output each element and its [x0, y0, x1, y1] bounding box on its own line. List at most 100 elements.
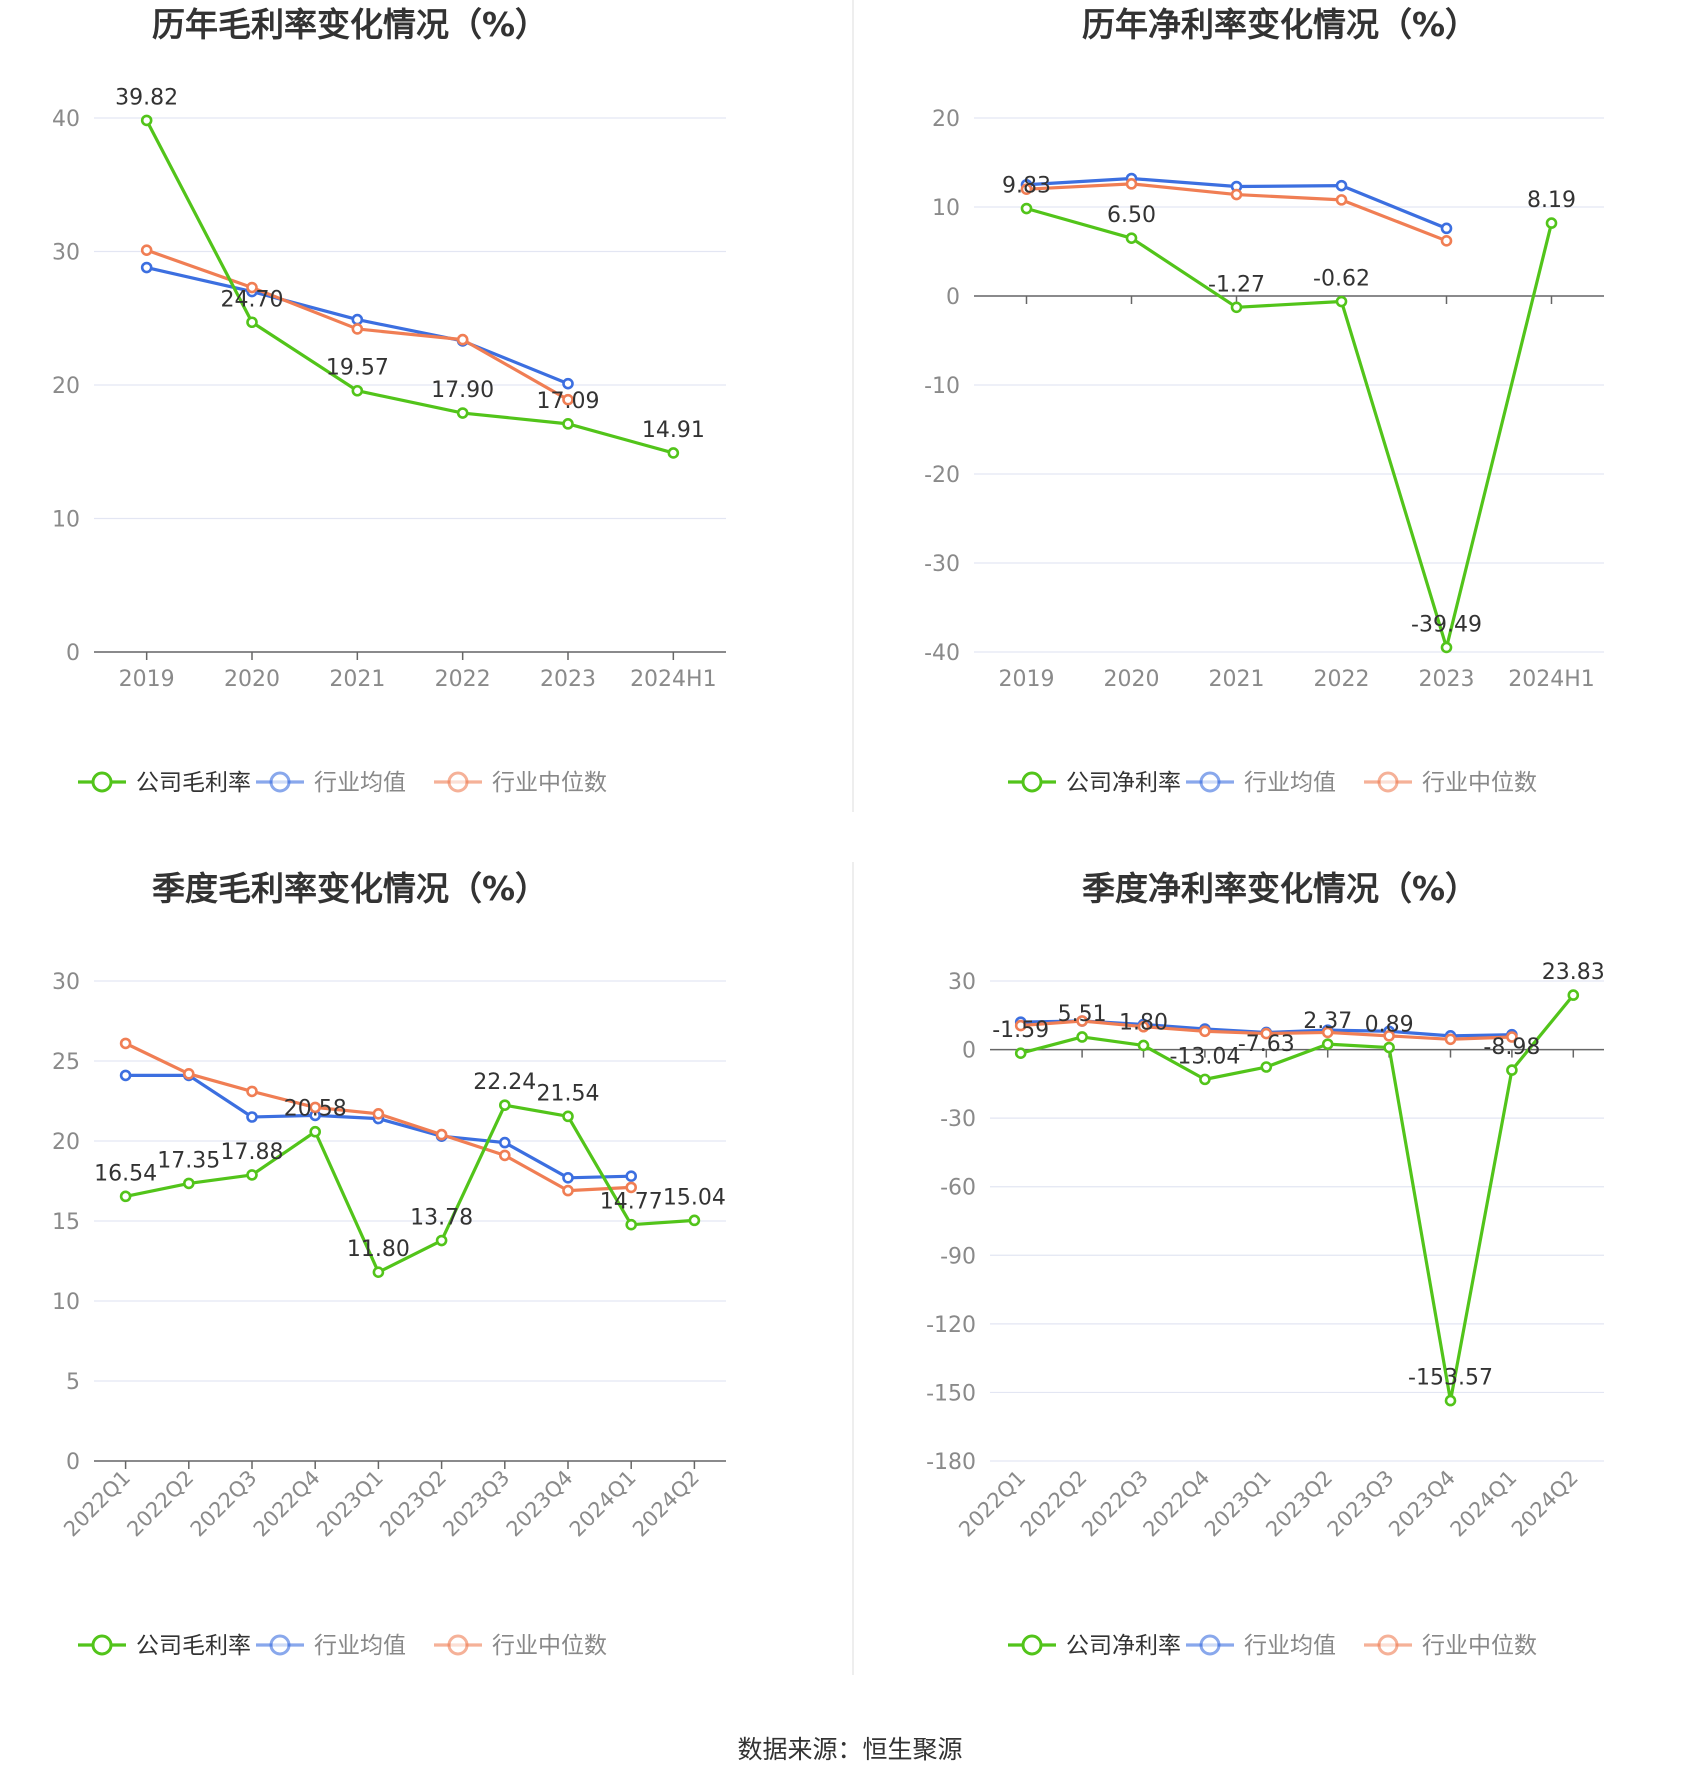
data-point-company — [1335, 295, 1348, 308]
x-tick-label: 2023Q3 — [438, 1466, 514, 1542]
data-point-avg — [625, 1170, 638, 1182]
y-tick-label: 10 — [52, 1290, 80, 1315]
data-point-company — [1440, 641, 1453, 654]
data-label: 22.24 — [473, 1070, 536, 1095]
data-point-company — [1020, 202, 1033, 215]
data-point-median — [1440, 235, 1453, 247]
legend-item-median: 行业中位数 — [434, 770, 607, 796]
data-label: 21.54 — [537, 1081, 600, 1106]
data-point-company — [246, 1169, 258, 1181]
data-point-median — [456, 333, 469, 346]
data-point-median — [435, 1128, 448, 1141]
x-tick-label: 2021 — [1209, 667, 1265, 692]
legend-label: 公司净利率 — [1066, 770, 1181, 796]
x-tick-label: 2019 — [999, 667, 1055, 692]
data-point-median — [1125, 178, 1138, 190]
x-tick-label: 2023Q2 — [375, 1466, 451, 1542]
legend-label: 行业中位数 — [492, 770, 607, 796]
x-tick-label: 2022Q4 — [249, 1466, 325, 1542]
legend-label: 行业中位数 — [492, 1633, 607, 1659]
data-label: 6.50 — [1107, 203, 1156, 228]
data-label: -13.04 — [1169, 1044, 1240, 1069]
y-tick-label: 0 — [66, 641, 80, 666]
chart-title: 历年净利率变化情况（%） — [1082, 5, 1478, 44]
data-point-company — [140, 114, 153, 127]
data-point-median — [1383, 1030, 1395, 1042]
data-point-median — [1014, 1019, 1027, 1032]
y-tick-label: -90 — [940, 1244, 976, 1269]
legend-item-avg: 行业均值 — [256, 770, 406, 796]
y-tick-label: 25 — [52, 1050, 80, 1075]
chart-title: 季度毛利率变化情况（%） — [152, 869, 548, 908]
legend-swatch-marker — [1377, 771, 1399, 793]
data-point-company — [119, 1190, 132, 1203]
data-point-avg — [562, 1172, 574, 1184]
y-tick-label: -20 — [924, 463, 960, 488]
legend-label: 行业均值 — [314, 1633, 406, 1659]
legend-label: 行业中位数 — [1422, 1633, 1537, 1659]
legend-swatch-marker — [1199, 1634, 1221, 1656]
data-point-company — [688, 1214, 701, 1227]
data-point-median — [119, 1037, 132, 1050]
series-line-company — [1020, 994, 1575, 1403]
x-tick-label: 2024Q2 — [1507, 1466, 1583, 1542]
data-point-company — [1545, 217, 1558, 229]
data-point-company — [1444, 1394, 1457, 1407]
y-tick-label: 0 — [946, 285, 960, 310]
chart-panel-3: 季度毛利率变化情况（%）0510152025302022Q12022Q22022… — [52, 869, 726, 1659]
data-point-median — [498, 1149, 511, 1162]
legend-label: 行业均值 — [314, 770, 406, 796]
chart-panel-1: 历年毛利率变化情况（%） 0 10 20 30 40 2019 2020 2021 2022 202… — [52, 5, 726, 796]
x-tick-label: 2019 — [119, 667, 175, 692]
data-point-company — [1383, 1041, 1395, 1054]
x-tick-label: 2023Q3 — [1323, 1466, 1399, 1542]
data-point-median — [372, 1108, 385, 1120]
x-tick-label: 2023 — [1419, 667, 1475, 692]
data-point-company — [309, 1125, 322, 1138]
legend-swatch-marker — [1199, 771, 1221, 793]
data-label: 2.37 — [1303, 1009, 1352, 1034]
y-tick-label: 20 — [52, 1130, 80, 1155]
x-tick-label: 2021 — [329, 667, 385, 692]
x-tick-label: 2024H1 — [630, 667, 717, 692]
data-point-company — [562, 1110, 574, 1123]
x-tick-label: 2023Q1 — [312, 1466, 388, 1542]
data-label: 9.83 — [1002, 174, 1051, 199]
x-tick-label: 2024Q1 — [1446, 1466, 1522, 1542]
data-label: -1.59 — [992, 1018, 1049, 1043]
legend-label: 行业均值 — [1244, 1633, 1336, 1659]
y-tick-label: -30 — [924, 552, 960, 577]
data-point-median — [1321, 1026, 1334, 1039]
legend-label: 行业均值 — [1244, 770, 1336, 796]
data-point-company — [351, 384, 364, 397]
data-point-median — [1335, 194, 1348, 206]
x-tick-label: 2022 — [435, 667, 491, 692]
legend-item-avg: 行业均值 — [256, 1633, 406, 1659]
data-label: 14.91 — [642, 418, 705, 443]
y-tick-label: -10 — [924, 374, 960, 399]
data-source-note: 数据来源：恒生聚源 — [737, 1735, 963, 1764]
y-tick-label: 5 — [66, 1370, 80, 1395]
x-tick-label: 2023Q2 — [1261, 1466, 1337, 1542]
data-point-avg — [562, 377, 574, 390]
legend-swatch-marker — [1021, 771, 1043, 793]
x-tick-label: 2024H1 — [1508, 667, 1595, 692]
chart-title: 历年毛利率变化情况（%） — [152, 5, 548, 44]
data-point-median — [1137, 1020, 1150, 1033]
data-point-avg — [140, 261, 153, 274]
legend-swatch-marker — [91, 771, 113, 793]
y-tick-label: 40 — [52, 107, 80, 132]
x-tick-label: 2024Q2 — [628, 1466, 704, 1542]
legend-swatch-marker — [447, 1634, 469, 1656]
data-point-median — [1230, 188, 1243, 201]
data-point-median — [183, 1068, 195, 1080]
chart-panel-4: 季度净利率变化情况（%） -180 -150 -120 -90 -60 -30 0 30 2022… — [926, 869, 1605, 1659]
y-tick-label: -30 — [940, 1107, 976, 1132]
y-tick-label: 10 — [932, 196, 960, 221]
data-point-median — [562, 393, 574, 406]
data-point-company — [562, 418, 574, 430]
y-tick-label: 20 — [52, 374, 80, 399]
data-point-company — [456, 407, 469, 419]
data-point-company — [1506, 1064, 1518, 1076]
